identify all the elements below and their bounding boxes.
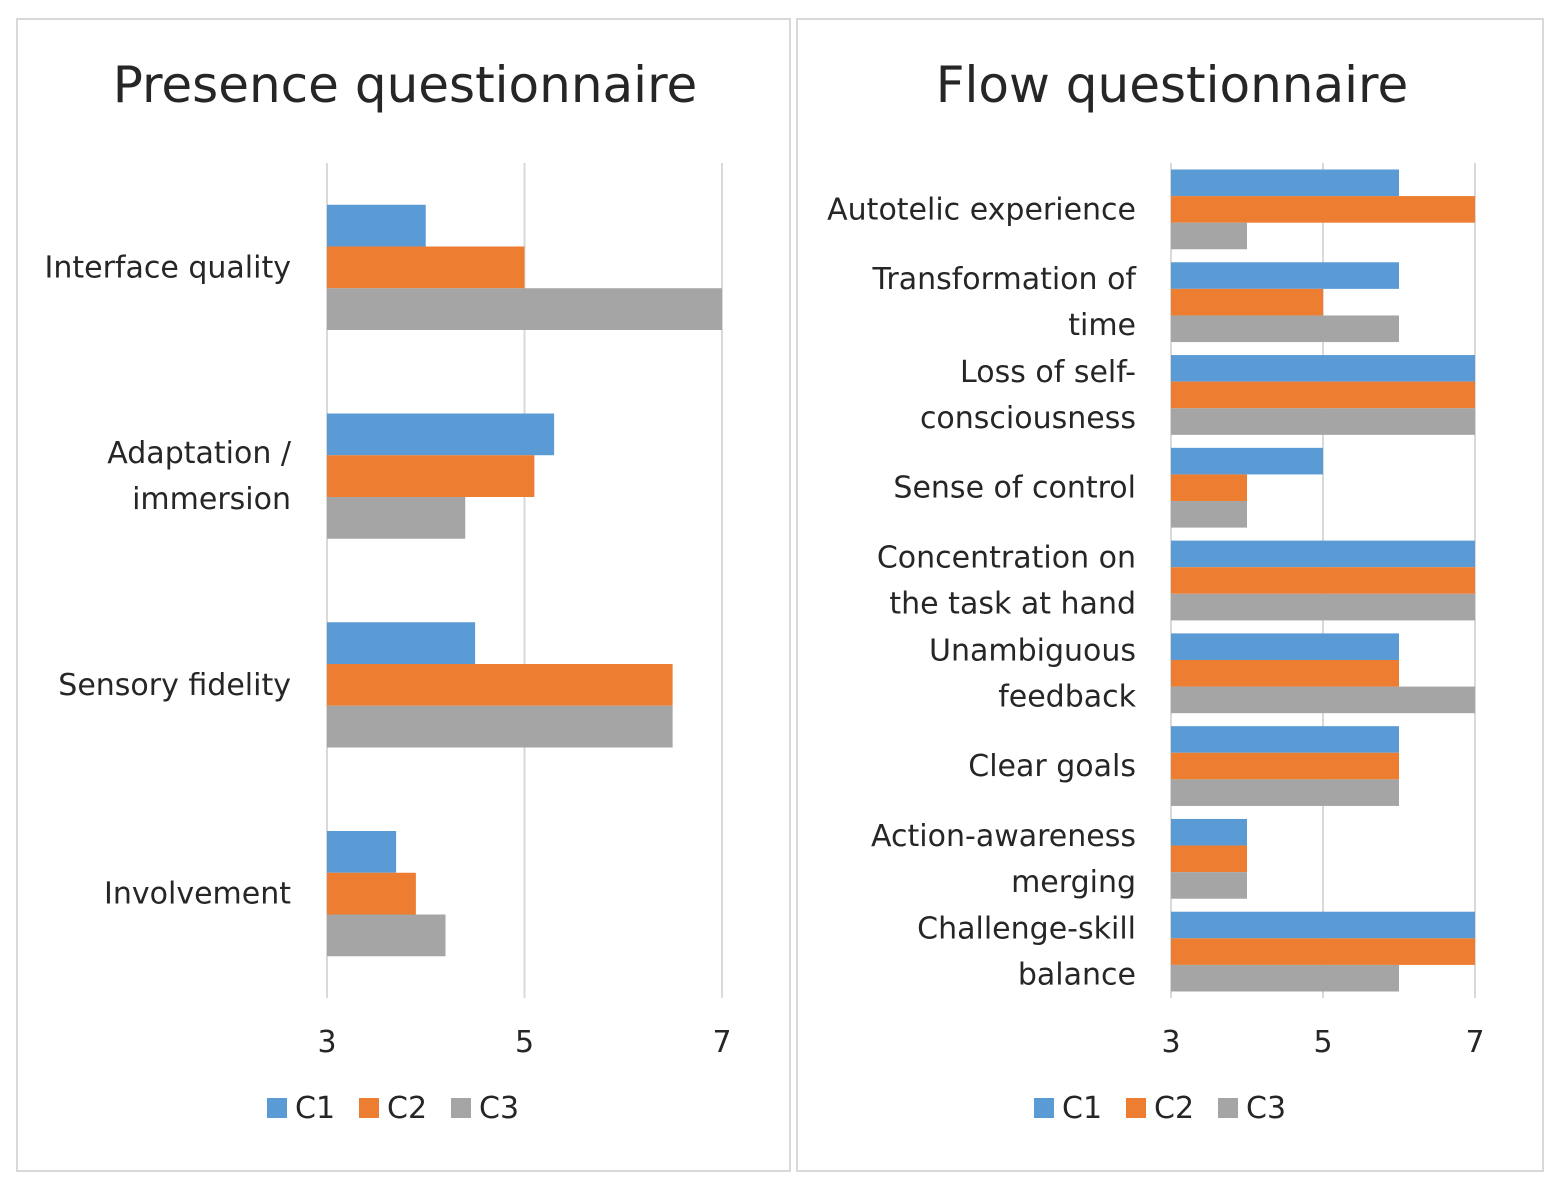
bar-c2 [1171, 288, 1323, 316]
flow-chart: Flow questionnaire Autotelic experience T… [827, 56, 1484, 1126]
legend-label: C2 [387, 1091, 427, 1126]
bar-c1 [327, 831, 397, 873]
bar-c3 [1171, 222, 1247, 250]
legend-label: C1 [1062, 1091, 1102, 1126]
category-label: Action-awareness merging [871, 819, 1136, 900]
bar-c2 [1171, 659, 1399, 687]
legend-swatch-c1 [267, 1098, 287, 1118]
legend-label: C3 [479, 1091, 519, 1126]
category-label: Autotelic experience [827, 192, 1136, 227]
bar-c1 [1171, 726, 1399, 753]
bar-c3 [1171, 501, 1247, 528]
bar-c1 [327, 622, 476, 664]
bar-c2 [1171, 474, 1247, 502]
chart-title: Flow questionnaire [936, 56, 1409, 114]
bar-c3 [1171, 593, 1475, 621]
bar-c3 [1171, 779, 1399, 806]
bar-c3 [1171, 964, 1399, 992]
bar-c3 [327, 914, 446, 957]
legend-label: C2 [1154, 1091, 1194, 1126]
bar-c2 [327, 872, 416, 915]
category-label: Involvement [104, 877, 291, 912]
presence-chart-panel: Presence questionnaire Interface quality… [16, 18, 791, 1172]
bar-c2 [1171, 752, 1399, 780]
legend-swatch-c1 [1034, 1098, 1054, 1118]
category-label: Sensory fidelity [58, 668, 291, 703]
category-label: Loss of self-consciousness [920, 355, 1136, 436]
bar-c2 [327, 246, 525, 289]
bar-c3 [1171, 872, 1247, 899]
bar-c3 [327, 705, 673, 748]
presence-chart: Presence questionnaire Interface quality… [45, 56, 732, 1126]
bar-c1 [1171, 262, 1399, 289]
legend-label: C3 [1246, 1091, 1286, 1126]
category-label: Challenge-skill balance [917, 912, 1136, 993]
bar-c2 [1171, 196, 1475, 223]
category-label: Concentration on the task at hand [877, 541, 1136, 622]
category-label: Sense of control [893, 471, 1136, 506]
legend-swatch-c2 [1126, 1098, 1146, 1118]
chart-title: Presence questionnaire [113, 56, 698, 114]
tick-label: 3 [317, 1025, 336, 1060]
flow-chart-panel: Flow questionnaire Autotelic experience T… [796, 18, 1544, 1172]
category-label: Transformation of time [871, 262, 1137, 343]
bar-c2 [1171, 938, 1475, 965]
bar-c1 [1171, 633, 1399, 660]
bar-c1 [1171, 169, 1399, 197]
tick-label: 7 [712, 1025, 731, 1060]
tick-label: 3 [1161, 1025, 1180, 1060]
bar-c1 [327, 413, 555, 456]
bar-c2 [1171, 845, 1247, 873]
bar-c1 [1171, 818, 1247, 846]
tick-label: 7 [1465, 1025, 1484, 1060]
bar-c3 [1171, 408, 1475, 435]
category-label: Interface quality [45, 250, 291, 285]
legend-swatch-c3 [1218, 1098, 1238, 1118]
legend-swatch-c2 [359, 1098, 379, 1118]
bar-c1 [1171, 355, 1475, 382]
bar-c1 [1171, 911, 1475, 939]
bar-c1 [327, 204, 426, 247]
tick-label: 5 [515, 1025, 534, 1060]
bar-c2 [1171, 381, 1475, 409]
category-label: Unambiguous feedback [929, 633, 1137, 714]
bar-c1 [1171, 540, 1475, 568]
bar-c3 [327, 288, 722, 330]
category-label: Adaptation / immersion [107, 436, 292, 517]
bar-c2 [327, 664, 673, 706]
category-label: Clear goals [968, 749, 1136, 784]
bar-c3 [1171, 315, 1399, 343]
bar-c2 [1171, 567, 1475, 594]
bar-c3 [327, 497, 466, 539]
bar-c3 [1171, 686, 1475, 714]
tick-label: 5 [1313, 1025, 1332, 1060]
legend-swatch-c3 [451, 1098, 471, 1118]
bar-c1 [1171, 447, 1323, 475]
bar-c2 [327, 455, 535, 497]
legend-label: C1 [295, 1091, 335, 1126]
